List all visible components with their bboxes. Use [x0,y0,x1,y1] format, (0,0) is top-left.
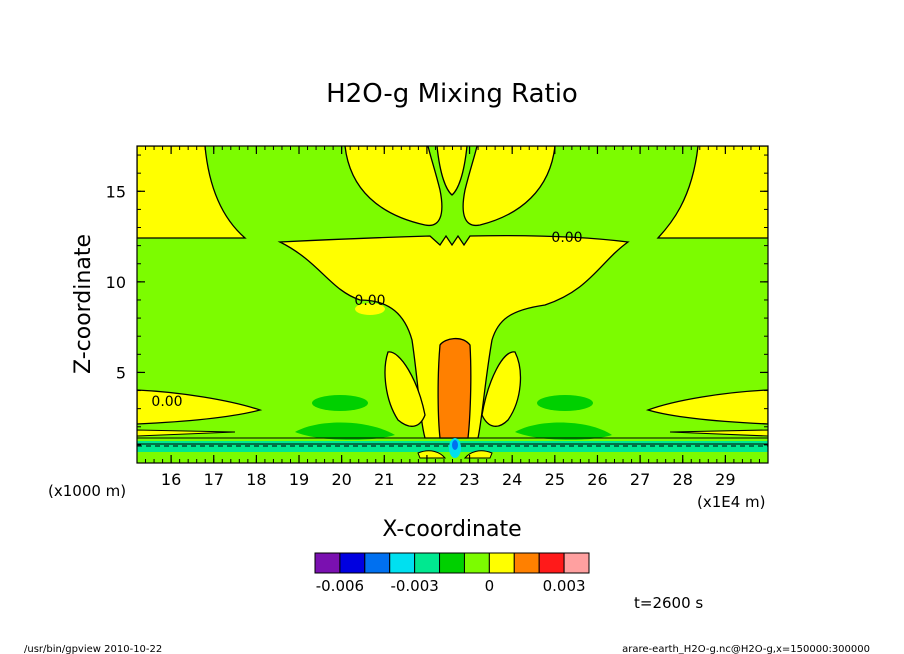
x-tick-label: 18 [246,470,266,489]
y-tick-label: 5 [116,363,126,382]
x-tick-label: 24 [502,470,522,489]
blob-green-3 [295,422,395,440]
colorbar-swatch [538,552,565,574]
contour-field [137,146,768,463]
x-tick-label: 23 [459,470,479,489]
contour-label: 0.00 [151,394,182,410]
contour-labels: 0.00 0.00 0.00 [151,230,582,410]
colorbar-tick-label: 0 [485,577,495,595]
x-tick-label: 29 [715,470,735,489]
contour-label: 0.00 [354,293,385,309]
y-axis-label: Z-coordinate [71,234,96,374]
colorbar: -0.006 -0.003 0 0.003 [314,552,590,595]
footer-left: /usr/bin/gpview 2010-10-22 [24,644,162,654]
colorbar-swatch [314,552,341,574]
region-lower-right [645,389,768,425]
colorbar-swatch [439,552,465,574]
x-tick-label: 28 [673,470,693,489]
region-top-left [137,146,247,239]
x-tick-label: 26 [587,470,607,489]
colorbar-swatch [339,552,366,574]
region-bump [355,303,385,315]
colorbar-swatch [563,552,590,574]
ground-bit-left [417,450,447,459]
x-unit-label: (x1E4 m) [697,493,766,511]
colorbar-swatch [414,552,441,574]
footer-right: arare-earth_H2O-g.nc@H2O-g,x=150000:3000… [622,644,870,654]
colorbar-tick-label: -0.003 [390,577,438,595]
blob-green-4 [515,422,612,440]
band-right-1 [669,429,768,437]
y-tick-label: 10 [106,273,126,292]
region-side-lobe-left [384,351,426,427]
time-label: t=2600 s [634,594,703,612]
y-axis: 5 10 15 [106,154,768,464]
region-upper-lobe-left [344,146,443,227]
spot-blue [452,440,458,450]
x-axis: 16 17 18 19 20 21 22 23 24 25 26 27 28 29 [136,146,769,489]
ground-bit-right [463,450,493,459]
region-upper-center [436,146,468,196]
region-top-right [656,146,768,239]
x-tick-label: 19 [289,470,309,489]
band-left-1 [137,429,236,437]
x-tick-label: 20 [331,470,351,489]
blob-green-2 [537,395,593,411]
colorbar-swatch [513,552,540,574]
blob-green-1 [312,395,368,411]
colorbar-swatch [488,552,515,574]
y-unit-label: (x1000 m) [48,482,126,500]
colorbar-swatch [463,552,490,574]
contour-label: 0.00 [551,230,582,246]
x-axis-label: X-coordinate [382,517,521,542]
colorbar-tick-label: -0.006 [316,577,364,595]
region-anvil [277,234,630,439]
region-lower-left [137,389,263,425]
x-tick-label: 27 [630,470,650,489]
region-side-lobe-right [481,351,522,427]
colorbar-tick-label: 0.003 [543,577,586,595]
x-tick-label: 17 [204,470,224,489]
y-tick-label: 15 [106,182,126,201]
region-core [437,337,472,439]
colorbar-swatch [364,552,391,574]
chart-title: H2O-g Mixing Ratio [326,79,578,109]
x-tick-label: 25 [545,470,565,489]
x-tick-label: 21 [374,470,394,489]
region-upper-lobe-right [462,146,556,227]
x-tick-label: 22 [417,470,437,489]
x-tick-label: 16 [161,470,181,489]
colorbar-swatch [389,552,416,574]
